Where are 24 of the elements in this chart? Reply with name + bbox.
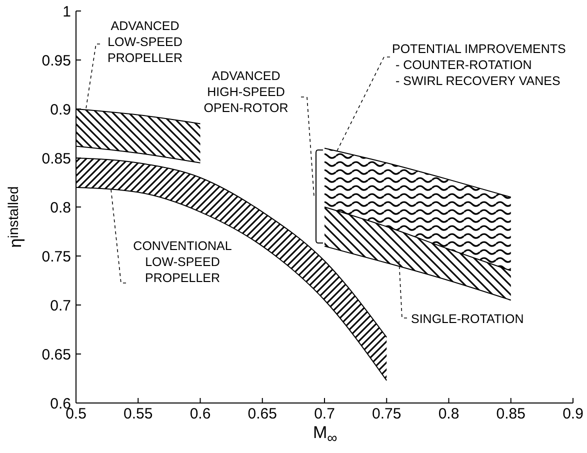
x-tick-label: 0.9 bbox=[562, 406, 584, 423]
x-tick-label: 0.8 bbox=[438, 406, 460, 423]
y-tick-label: 0.7 bbox=[50, 297, 71, 314]
annotation: ADVANCED LOW-SPEED PROPELLER bbox=[106, 18, 184, 66]
line-series bbox=[324, 246, 512, 301]
annotation: SINGLE-ROTATION bbox=[411, 311, 525, 327]
y-tick-label: 0.65 bbox=[42, 346, 71, 364]
x-tick-label: 0.6 bbox=[190, 406, 211, 423]
annotation: POTENTIAL IMPROVEMENTS - COUNTER-ROTATION - SWIRL RECOVERY VANES bbox=[392, 41, 567, 89]
annotation: CONVENTIONAL LOW-SPEED PROPELLER bbox=[132, 238, 233, 286]
x-tick-label: 0.85 bbox=[496, 406, 526, 423]
y-tick-label: 1 bbox=[62, 3, 71, 20]
y-tick-label: 0.9 bbox=[50, 101, 71, 118]
annotation: ADVANCED HIGH-SPEED OPEN-ROTOR bbox=[202, 68, 290, 116]
x-tick-label: 0.75 bbox=[372, 406, 402, 423]
y-tick-label: 0.8 bbox=[50, 199, 71, 216]
x-axis-title: M$_{∞}$ bbox=[313, 423, 338, 446]
y-tick-label: 0.75 bbox=[42, 248, 71, 266]
line-series bbox=[324, 206, 512, 272]
x-tick-label: 0.7 bbox=[314, 406, 335, 423]
x-tick-label: 0.55 bbox=[124, 406, 153, 423]
y-tick-label: 0.85 bbox=[42, 150, 71, 168]
y-tick-label: 0.95 bbox=[42, 52, 71, 70]
x-tick-label: 0.65 bbox=[248, 406, 277, 423]
